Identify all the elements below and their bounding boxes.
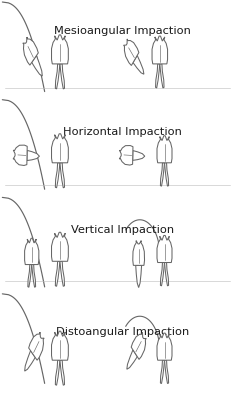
Polygon shape [13,145,27,166]
Polygon shape [60,64,64,89]
Polygon shape [25,238,39,265]
Text: Distoangular Impaction: Distoangular Impaction [55,327,189,337]
Polygon shape [23,37,38,65]
Polygon shape [156,64,160,88]
Polygon shape [157,136,172,163]
Polygon shape [51,331,68,360]
Polygon shape [161,163,164,186]
Polygon shape [127,350,137,369]
Polygon shape [160,64,164,88]
Polygon shape [55,360,60,385]
Polygon shape [164,263,168,286]
Text: Vertical Impaction: Vertical Impaction [71,225,174,235]
Polygon shape [152,36,168,64]
Polygon shape [51,232,68,261]
Polygon shape [27,151,39,160]
Polygon shape [60,163,64,188]
Polygon shape [51,134,68,163]
Text: Mesioangular Impaction: Mesioangular Impaction [54,26,191,35]
Polygon shape [133,151,145,160]
Polygon shape [28,265,32,287]
Polygon shape [29,332,44,360]
Polygon shape [164,360,168,383]
Polygon shape [136,265,141,288]
Polygon shape [55,261,60,287]
Polygon shape [55,163,60,188]
Polygon shape [25,351,35,371]
Polygon shape [157,333,172,360]
Polygon shape [161,360,164,383]
Polygon shape [161,263,164,286]
Polygon shape [119,146,133,165]
Polygon shape [131,333,146,359]
Polygon shape [124,39,139,66]
Text: Horizontal Impaction: Horizontal Impaction [63,127,182,137]
Polygon shape [133,241,145,265]
Polygon shape [60,360,64,385]
Polygon shape [164,163,168,186]
Polygon shape [60,261,64,287]
Polygon shape [55,64,60,89]
Polygon shape [32,56,42,76]
Polygon shape [51,35,68,64]
Polygon shape [32,265,36,287]
Polygon shape [157,235,172,263]
Polygon shape [133,55,144,74]
